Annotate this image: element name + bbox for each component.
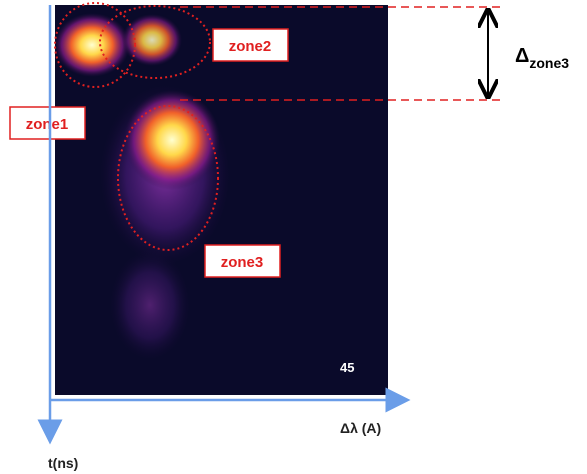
zone2-outline: [99, 5, 211, 79]
haze: [110, 250, 190, 360]
blob: [124, 90, 220, 190]
zone2-box: [212, 28, 289, 62]
zone3-box: [204, 244, 281, 278]
delta-label: Δzone3: [515, 45, 569, 71]
y-axis-label: t(ns): [48, 455, 78, 471]
zone-label: zone3: [221, 254, 264, 271]
delta-subscript: zone3: [529, 55, 569, 71]
delta-symbol: Δ: [515, 45, 529, 67]
blob: [122, 14, 182, 66]
frame-number: 45: [340, 360, 354, 375]
zone1-box: [9, 106, 86, 140]
zone-label: zone1: [26, 116, 69, 133]
zone-label: zone2: [229, 38, 272, 55]
zone3-outline: [117, 105, 219, 251]
x-axis-label: Δλ (A): [340, 420, 381, 436]
zone1-outline: [54, 2, 136, 88]
blob: [54, 13, 130, 77]
